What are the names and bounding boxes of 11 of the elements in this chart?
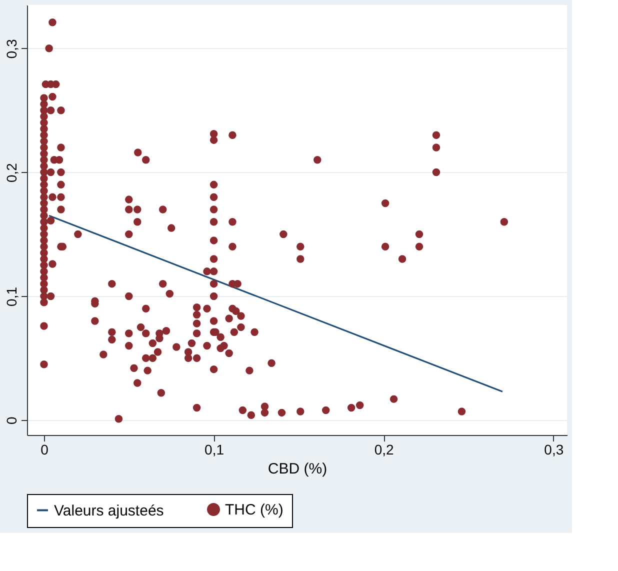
x-tick-label: 0,2 (374, 442, 394, 458)
y-tick-label: 0 (4, 416, 20, 425)
legend-label: THC (%) (225, 502, 284, 519)
y-tick-label: 0,2 (4, 162, 20, 183)
y-tick-label: 0,3 (4, 38, 20, 59)
y-tick-label: 0,1 (4, 286, 20, 306)
x-tick-label: 0,1 (204, 442, 224, 458)
x-tick-label: 0,3 (544, 442, 564, 458)
legend-label: Valeurs ajusteés (54, 502, 164, 520)
x-axis-title: CBD (%) (268, 460, 328, 478)
x-tick-label: 0 (40, 442, 49, 458)
